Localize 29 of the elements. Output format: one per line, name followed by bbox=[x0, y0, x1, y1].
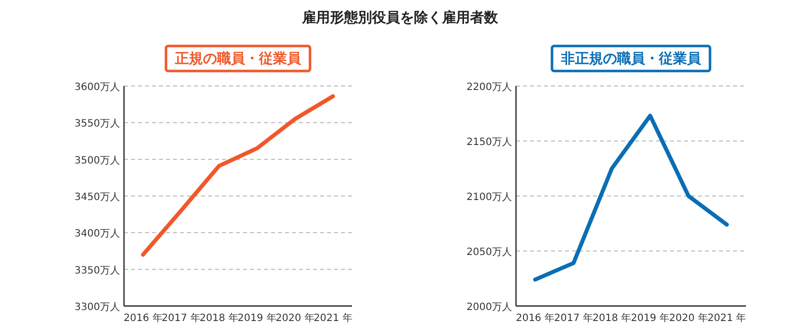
x-tick-label: 2018 年 bbox=[592, 312, 632, 324]
y-tick-label: 2050万人 bbox=[466, 247, 512, 258]
text: 雇用形態別役員を除く雇用者数 bbox=[301, 9, 499, 26]
y-tick-label: 3550万人 bbox=[74, 118, 120, 130]
x-tick-label: 2021 年 bbox=[708, 312, 746, 324]
x-tick-label: 2020 年 bbox=[276, 312, 314, 324]
chart-title: 非正規の職員・従業員 bbox=[560, 50, 702, 67]
y-tick-label: 3400万人 bbox=[74, 228, 120, 240]
y-tick-label: 2000万人 bbox=[466, 302, 512, 313]
y-tick-label: 3600万人 bbox=[74, 82, 120, 93]
x-tick-label: 2016 年 bbox=[124, 312, 162, 324]
y-tick-label: 3450万人 bbox=[74, 192, 120, 203]
line-series bbox=[141, 94, 335, 257]
x-tick-label: 2017 年 bbox=[554, 312, 593, 324]
y-tick-label: 3350万人 bbox=[74, 265, 120, 276]
y-tick-label: 3300万人 bbox=[74, 302, 120, 313]
x-tick-label: 2020 年 bbox=[669, 312, 708, 324]
x-tick-label: 2017 年 bbox=[162, 312, 200, 324]
chart-title: 正規の職員・従業員 bbox=[174, 50, 302, 67]
y-tick-label: 2200万人 bbox=[466, 82, 512, 93]
y-tick-label: 2100万人 bbox=[466, 192, 512, 203]
y-tick-label: 3500万人 bbox=[74, 155, 120, 166]
x-tick-label: 2019 年 bbox=[238, 312, 276, 324]
x-tick-label: 2018 年 bbox=[200, 312, 238, 324]
y-tick-label: 2150万人 bbox=[466, 137, 512, 148]
x-tick-label: 2019 年 bbox=[630, 312, 670, 324]
x-tick-label: 2016 年 bbox=[516, 312, 554, 324]
x-tick-label: 2021 年 bbox=[314, 312, 352, 324]
line-series bbox=[533, 114, 729, 282]
